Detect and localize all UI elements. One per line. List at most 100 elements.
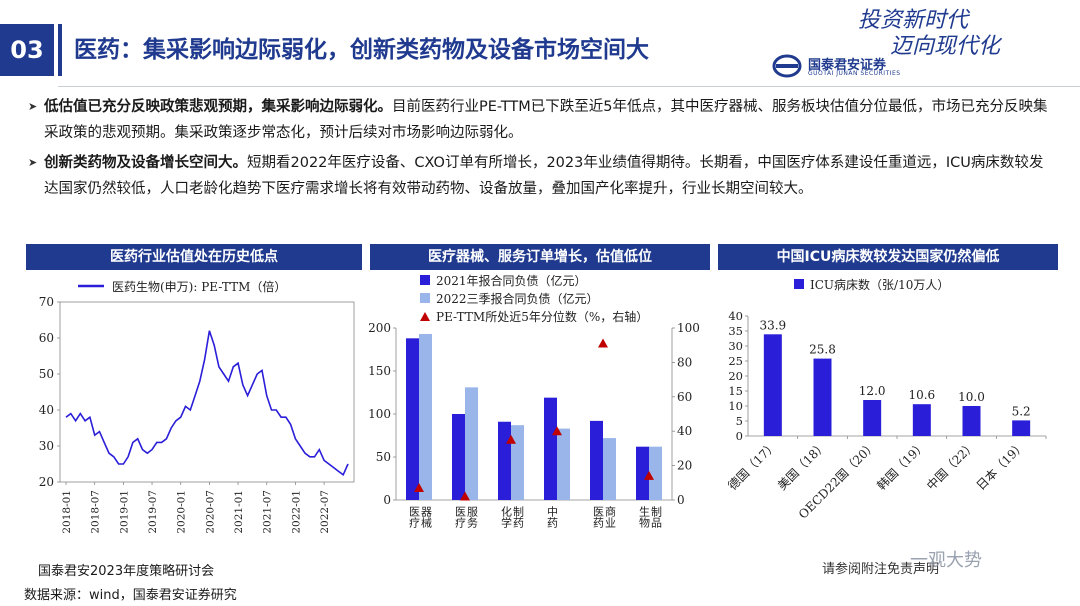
page-title: 医药：集采影响边际弱化，创新类药物及设备市场空间大 (74, 37, 649, 63)
x-tick-label: 2020-01 (176, 490, 188, 534)
y-tick-label: 200 (368, 321, 391, 335)
x-category-label: 医疗 (454, 506, 467, 529)
icu-bar (863, 400, 882, 436)
bar-2022q3 (465, 387, 478, 500)
bullet-2-bold: 创新类药物及设备增长空间大。 (44, 155, 247, 171)
y-tick-label: 40 (728, 309, 743, 323)
y2-tick-label: 40 (677, 424, 692, 438)
legend-swatch-icu (794, 279, 804, 289)
y-tick-label: 30 (728, 339, 743, 353)
bar-2021 (406, 338, 419, 500)
pe-ttm-series-line (65, 330, 349, 477)
y-tick-label: 100 (368, 407, 391, 421)
watermark: 一观大势 (910, 550, 982, 571)
icu-bar (962, 406, 981, 436)
bullet-arrow-icon: ➤ (28, 156, 38, 169)
bullet-1-bold: 低估值已充分反映政策悲观预期，集采影响边际弱化。 (44, 99, 392, 115)
y-tick-label: 40 (39, 403, 54, 417)
x-tick-label: 2019-07 (147, 490, 159, 534)
x-tick-label: 2019-01 (118, 490, 130, 534)
legend-marker-pe (420, 312, 430, 321)
company-logo-text: 国泰君安证券 (808, 58, 887, 73)
y2-tick-label: 0 (677, 493, 685, 507)
footer-event: 国泰君安2023年度策略研讨会 (38, 564, 215, 579)
bar-2022q3 (603, 438, 616, 500)
legend-label-icu: ICU病床数（张/10万人） (810, 277, 949, 292)
pe-percentile-marker (552, 426, 562, 436)
icu-data-label: 25.8 (809, 343, 836, 357)
x-category-label: 生物 (638, 505, 651, 528)
panel-header-valuation: 医药行业估值处在历史低点 (26, 244, 362, 270)
plot-frame (59, 301, 355, 483)
icu-data-label: 10.6 (908, 388, 935, 402)
icu-bar (763, 334, 782, 436)
y-tick-label: 30 (39, 439, 54, 453)
slogan-line-1: 投资新时代 (858, 8, 969, 33)
x-category-label: 化学 (500, 505, 513, 528)
bar-2021 (590, 420, 603, 500)
y-tick-label: 150 (368, 364, 391, 378)
legend-label-pe: PE-TTM所处近5年分位数（%，右轴） (436, 309, 648, 324)
y2-tick-label: 60 (677, 390, 692, 404)
y2-tick-label: 80 (677, 355, 692, 369)
pe-percentile-marker (598, 338, 608, 348)
y-tick-label: 0 (736, 429, 743, 443)
chart-contract-liabilities: 2021年报合同负债（亿元） 2022三季报合同负债（亿元） PE-TTM所处近… (368, 273, 700, 529)
x-category-label: 制药 (512, 506, 525, 529)
bullet-1: ➤ 低估值已充分反映政策悲观预期，集采影响边际弱化。目前医药行业PE-TTM已下… (28, 94, 1048, 146)
y-tick-label: 20 (728, 369, 743, 383)
x-category-label: 中国（22） (923, 438, 978, 493)
bar-2022q3 (419, 334, 432, 500)
x-tick-label: 2018-07 (90, 490, 102, 534)
header-divider (58, 86, 1080, 87)
y-tick-label: 25 (728, 354, 743, 368)
chart-pe-ttm: 医药生物(申万): PE-TTM（倍） 20 30 40 50 60 70 2018-01… (39, 279, 355, 534)
icu-data-label: 5.2 (1012, 404, 1031, 418)
legend-label: 医药生物(申万): PE-TTM（倍） (112, 279, 286, 294)
x-tick-label: 2018-01 (61, 490, 73, 534)
bar-2021 (544, 397, 557, 500)
icu-data-label: 12.0 (859, 384, 886, 398)
x-category-label: 商业 (604, 505, 617, 528)
icu-bar (1012, 420, 1031, 436)
x-category-label: 美国（18） (775, 438, 830, 493)
bar-2021 (636, 446, 649, 500)
y-tick-label: 50 (39, 367, 54, 381)
panel-header-orders: 医疗器械、服务订单增长，估值低位 (370, 244, 710, 270)
legend-swatch-2021 (420, 275, 430, 285)
y2-tick-label: 100 (677, 321, 700, 335)
legend-label-2022q3: 2022三季报合同负债（亿元） (436, 291, 599, 306)
icu-bar (813, 358, 832, 436)
x-category-label: 器械 (420, 506, 433, 529)
bullet-2-text: 短期看2022年医疗设备、CXO订单有所增长，2023年业绩值得期待。长期看，中… (44, 155, 1044, 197)
pe-percentile-marker (644, 470, 654, 480)
bar-2021 (452, 414, 465, 500)
x-category-label: 制品 (650, 506, 663, 528)
y-tick-label: 50 (376, 450, 391, 464)
y-tick-label: 15 (728, 384, 743, 398)
x-category-label: 服务 (466, 506, 479, 528)
bullet-1-text: 目前医药行业PE-TTM已下跌至近5年低点，其中医疗器械、服务板块估值分位最低，… (44, 99, 1048, 141)
pe-percentile-marker (506, 434, 516, 444)
bullet-2: ➤ 创新类药物及设备增长空间大。短期看2022年医疗设备、CXO订单有所增长，2… (28, 150, 1048, 202)
y-tick-label: 60 (39, 331, 54, 345)
x-tick-label: 2022-07 (319, 490, 331, 534)
legend-swatch-2022q3 (420, 293, 430, 303)
pe-percentile-marker (414, 482, 424, 492)
bar-2021 (498, 421, 511, 500)
x-category-label: 医疗 (408, 506, 421, 529)
bullet-arrow-icon: ➤ (28, 100, 38, 113)
slide-number: 03 (0, 24, 54, 76)
x-category-label: 德国（17） (725, 438, 780, 493)
x-category-label: 日本（19） (974, 438, 1029, 493)
company-logo-subtext: GUOTAI JUNAN SECURITIES (808, 70, 901, 77)
bar-2022q3 (649, 446, 662, 500)
disclaimer-link[interactable]: 请参阅附注免责声明 (822, 562, 940, 577)
legend-label-2021: 2021年报合同负债（亿元） (436, 273, 587, 288)
icu-data-label: 10.0 (958, 390, 985, 404)
y-tick-label: 5 (736, 414, 743, 428)
bar-2022q3 (557, 428, 570, 500)
x-tick-label: 2022-01 (290, 490, 302, 534)
x-category-label: 韩国（19） (874, 438, 929, 493)
